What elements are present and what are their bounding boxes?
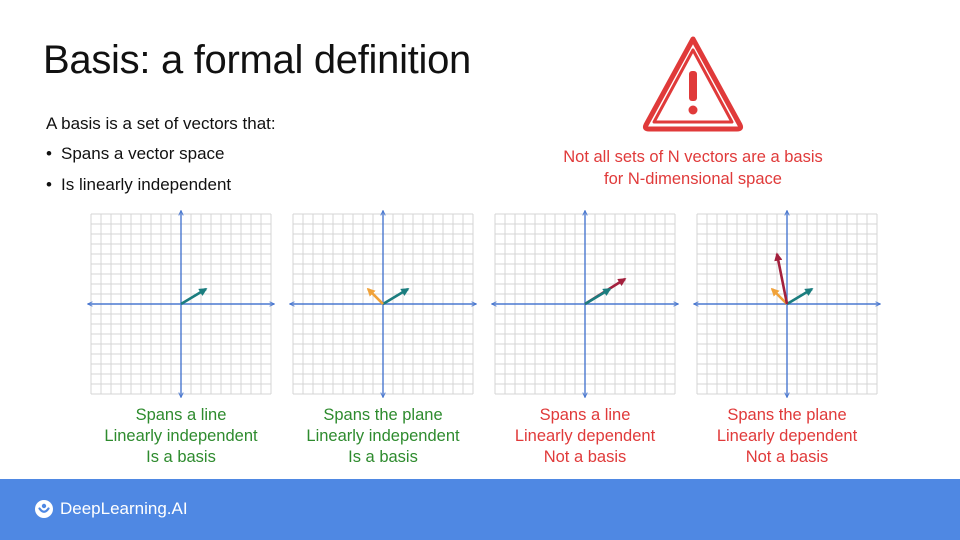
plot-panel-1 bbox=[88, 211, 274, 397]
vector-arrow-orange bbox=[770, 287, 788, 305]
intro-text: A basis is a set of vectors that: bbox=[46, 114, 276, 133]
bullet-list: Spans a vector space Is linearly indepen… bbox=[46, 144, 231, 206]
warning-message: Not all sets of N vectors are a basis fo… bbox=[520, 146, 866, 190]
caption-line: Linearly independent bbox=[306, 427, 460, 445]
vector-arrow-teal bbox=[180, 287, 208, 306]
caption-line: Spans a line bbox=[539, 406, 631, 424]
caption-line: Is a basis bbox=[146, 448, 216, 466]
plot-panel-2 bbox=[290, 211, 476, 397]
brand-name: DeepLearning.AI bbox=[60, 499, 188, 518]
caption-line: Is a basis bbox=[348, 448, 418, 466]
caption-line: Spans a line bbox=[135, 406, 227, 424]
caption-line: Spans the plane bbox=[323, 406, 443, 424]
warning-triangle-icon bbox=[642, 36, 744, 132]
vector-arrow-crimson bbox=[584, 277, 627, 306]
caption-line: Not a basis bbox=[543, 448, 627, 466]
slide-title: Basis: a formal definition bbox=[43, 38, 471, 82]
grid bbox=[292, 213, 474, 395]
vector-arrow-teal bbox=[786, 287, 814, 306]
caption-line: Spans the plane bbox=[727, 406, 847, 424]
plot-panel-4 bbox=[694, 211, 880, 397]
caption-line: Linearly independent bbox=[104, 427, 258, 445]
panel-caption-2: Spans the plane Linearly independent Is a … bbox=[278, 405, 488, 468]
warning-line-1: Not all sets of N vectors are a basis bbox=[563, 148, 823, 166]
bullet-independent: Is linearly independent bbox=[46, 175, 231, 195]
footer-bar bbox=[0, 479, 960, 540]
panel-caption-3: Spans a line Linearly dependent Not a basi… bbox=[480, 405, 690, 468]
grid bbox=[696, 213, 878, 395]
plot-panel-3 bbox=[492, 211, 678, 397]
deeplearning-ai-logo-icon bbox=[35, 500, 53, 518]
grid bbox=[90, 213, 272, 395]
caption-line: Linearly dependent bbox=[716, 427, 858, 445]
vector-arrow-crimson bbox=[774, 252, 789, 305]
vector-arrow-teal bbox=[584, 287, 612, 306]
footer-brand: DeepLearning.AI bbox=[34, 499, 188, 519]
caption-line: Not a basis bbox=[745, 448, 829, 466]
panel-caption-1: Spans a line Linearly independent Is a bas… bbox=[76, 405, 286, 468]
caption-line: Linearly dependent bbox=[514, 427, 656, 445]
grid bbox=[494, 213, 676, 395]
vector-arrow-teal bbox=[382, 287, 410, 306]
warning-line-2: for N-dimensional space bbox=[604, 170, 782, 188]
vector-arrow-orange bbox=[366, 287, 384, 305]
panel-caption-4: Spans the plane Linearly dependent Not a b… bbox=[682, 405, 892, 468]
bullet-spans: Spans a vector space bbox=[46, 144, 231, 164]
